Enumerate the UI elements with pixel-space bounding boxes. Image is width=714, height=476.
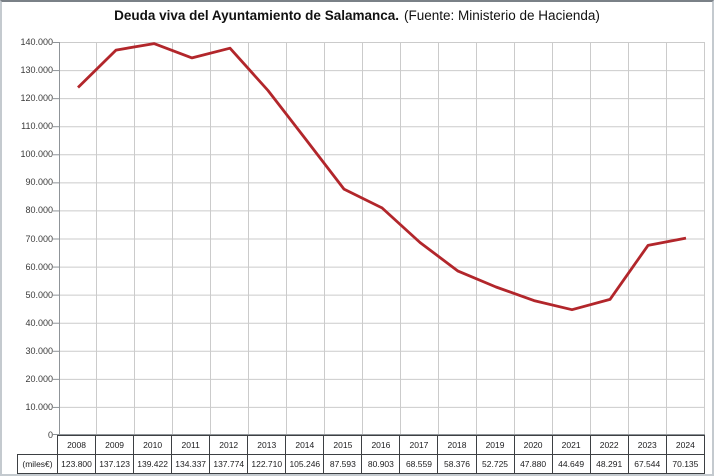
y-axis-tick-label: 60.000 (25, 261, 53, 272)
year-header-cell: 2020 (513, 435, 553, 455)
y-axis-tick-label: 20.000 (25, 373, 53, 384)
year-header-cell: 2009 (95, 435, 135, 455)
y-axis-tick-label: 40.000 (25, 317, 53, 328)
y-axis-tick-label: 100.000 (20, 149, 53, 160)
year-header-cell: 2010 (133, 435, 173, 455)
y-axis-tick-label: 50.000 (25, 289, 53, 300)
year-header-cell: 2015 (323, 435, 363, 455)
year-header-cell: 2011 (171, 435, 211, 455)
table-row-values: (miles€) 123.800 137.123 139.422 134.337 137.… (17, 454, 706, 474)
y-axis-tick-label: 70.000 (25, 233, 53, 244)
value-cell: 137.774 (209, 454, 249, 474)
value-cell: 80.903 (361, 454, 401, 474)
year-header-cell: 2022 (589, 435, 629, 455)
row-label-cell: (miles€) (17, 454, 58, 474)
year-header-cell: 2024 (665, 435, 706, 455)
value-cell: 58.376 (437, 454, 477, 474)
value-cell: 123.800 (56, 454, 97, 474)
chart-title-source: (Fuente: Ministerio de Hacienda) (404, 8, 600, 23)
table-row-years: 2008 2009 2010 2011 2012 2013 2014 2015 2016 2017… (18, 435, 706, 455)
value-cell: 70.135 (665, 454, 706, 474)
year-header-cell: 2014 (285, 435, 325, 455)
year-header-cell: 2008 (56, 435, 97, 455)
debt-line-series (77, 42, 687, 312)
value-cell: 48.291 (589, 454, 629, 474)
value-cell: 139.422 (133, 454, 173, 474)
year-header-cell: 2019 (475, 435, 515, 455)
year-header-cell: 2017 (399, 435, 439, 455)
y-axis-tick-label: 120.000 (20, 93, 53, 104)
value-cell: 67.544 (627, 454, 667, 474)
year-header-cell: 2013 (247, 435, 287, 455)
line-chart-svg (53, 42, 705, 435)
y-axis-tick-label: 90.000 (25, 177, 53, 188)
value-cell: 44.649 (551, 454, 591, 474)
year-header-cell: 2018 (437, 435, 477, 455)
y-axis-tick-label: 80.000 (25, 205, 53, 216)
year-header-cell: 2023 (627, 435, 667, 455)
value-cell: 68.559 (399, 454, 439, 474)
value-cell: 134.337 (171, 454, 211, 474)
year-header-cell: 2016 (361, 435, 401, 455)
year-header-cell: 2012 (209, 435, 249, 455)
value-cell: 52.725 (475, 454, 515, 474)
value-cell: 105.246 (285, 454, 325, 474)
value-cell: 87.593 (323, 454, 363, 474)
chart-title: Deuda viva del Ayuntamiento de Salamanca… (2, 8, 712, 23)
y-axis-tick-label: 110.000 (21, 121, 53, 132)
y-axis-tick-label: 140.000 (20, 37, 53, 47)
value-cell: 47.880 (513, 454, 553, 474)
y-axis-tick-label: 10.000 (25, 401, 53, 412)
y-axis-tick-label: 130.000 (20, 65, 53, 76)
value-cell: 122.710 (247, 454, 287, 474)
table-corner-blank (18, 436, 58, 455)
y-axis-tick-label: 0 (47, 430, 53, 440)
chart-title-main: Deuda viva del Ayuntamiento de Salamanca… (114, 8, 399, 23)
data-table: 2008 2009 2010 2011 2012 2013 2014 2015 2016 2017… (17, 435, 706, 474)
y-axis-tick-label: 30.000 (25, 345, 53, 356)
value-cell: 137.123 (95, 454, 135, 474)
year-header-cell: 2021 (551, 435, 591, 455)
